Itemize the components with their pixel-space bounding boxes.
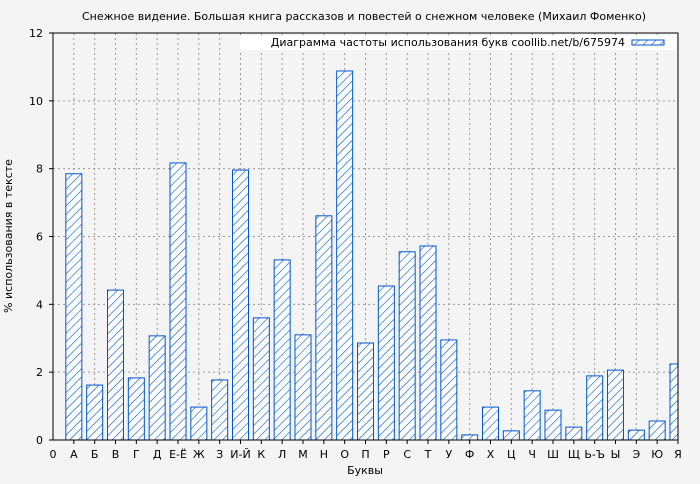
x-tick-label: Ж [193,448,205,461]
x-tick-label: Т [424,448,432,461]
bar-Щ [565,426,583,440]
y-tick-label: 10 [29,95,43,108]
bar-Н [315,215,333,440]
y-tick-label: 0 [36,434,43,447]
x-tick-label: М [298,448,308,461]
x-tick-label: И-Й [230,448,250,461]
x-tick-label: Е-Ё [169,448,187,461]
bar-З [211,379,229,440]
bar-Я [669,363,678,440]
x-tick-label: У [445,448,452,461]
x-tick-label: Р [383,448,390,461]
x-tick-label: П [361,448,369,461]
x-tick-label: Л [278,448,286,461]
y-tick-label: 2 [36,366,43,379]
bar-Ю [648,420,666,440]
bar-К [252,317,270,440]
x-tick-label: Ц [507,448,516,461]
x-tick-label: В [112,448,120,461]
bar-Р [377,285,395,440]
x-tick-label: Д [153,448,162,461]
bar-У [440,339,458,440]
y-axis-label: % использования в тексте [2,159,15,313]
bar-Л [273,259,291,440]
bar-Ж [190,406,208,440]
bar-Ц [502,430,520,440]
bar-О [336,70,354,440]
bar-Г [127,377,145,440]
x-axis-label: Буквы [347,464,383,477]
x-tick-label: Ч [528,448,536,461]
bar-Х [482,406,499,440]
x-tick-label: Щ [568,448,580,461]
x-tick-label: Ь-Ъ [584,448,605,461]
bar-А [65,173,83,440]
bar-Ч [523,390,541,440]
legend-background [240,35,676,50]
bar-И-Й [232,169,249,440]
x-tick-label: С [403,448,411,461]
bar-П [357,342,374,440]
bar-Ш [544,409,562,440]
bar-Ь-Ъ [586,375,604,440]
y-tick-label: 4 [36,298,43,311]
bar-Ы [607,369,624,440]
x-tick-label: О [340,448,349,461]
x-tick-label: Г [133,448,140,461]
bar-Б [86,384,104,440]
x-tick-label: 0 [50,448,57,461]
legend: Диаграмма частоты использования букв coo… [240,35,676,50]
y-tick-label: 8 [36,163,43,176]
x-tick-label: Я [674,448,682,461]
x-tick-label: А [70,448,78,461]
bar-М [294,334,312,440]
x-tick-label: Э [632,448,640,461]
chart-title: Снежное видение. Большая книга рассказов… [82,10,646,23]
x-tick-label: Ф [465,448,474,461]
legend-swatch [631,39,665,46]
x-tick-label: Ы [611,448,621,461]
x-tick-label: К [257,448,265,461]
bar-Ф [461,434,479,440]
legend-label: Диаграмма частоты использования букв coo… [271,36,625,49]
x-tick-label: Х [487,448,495,461]
bar-Э [627,429,645,440]
y-tick-label: 6 [36,231,43,244]
x-tick-label: Ю [651,448,663,461]
y-tick-label: 12 [29,27,43,40]
x-tick-label: З [216,448,223,461]
x-tick-label: Б [91,448,99,461]
bar-С [398,251,416,440]
x-tick-label: Н [320,448,328,461]
bar-Е-Ё [169,162,187,440]
bar-Д [148,335,166,440]
x-tick-label: Ш [547,448,559,461]
bar-В [107,289,124,440]
bar-Т [419,245,437,440]
